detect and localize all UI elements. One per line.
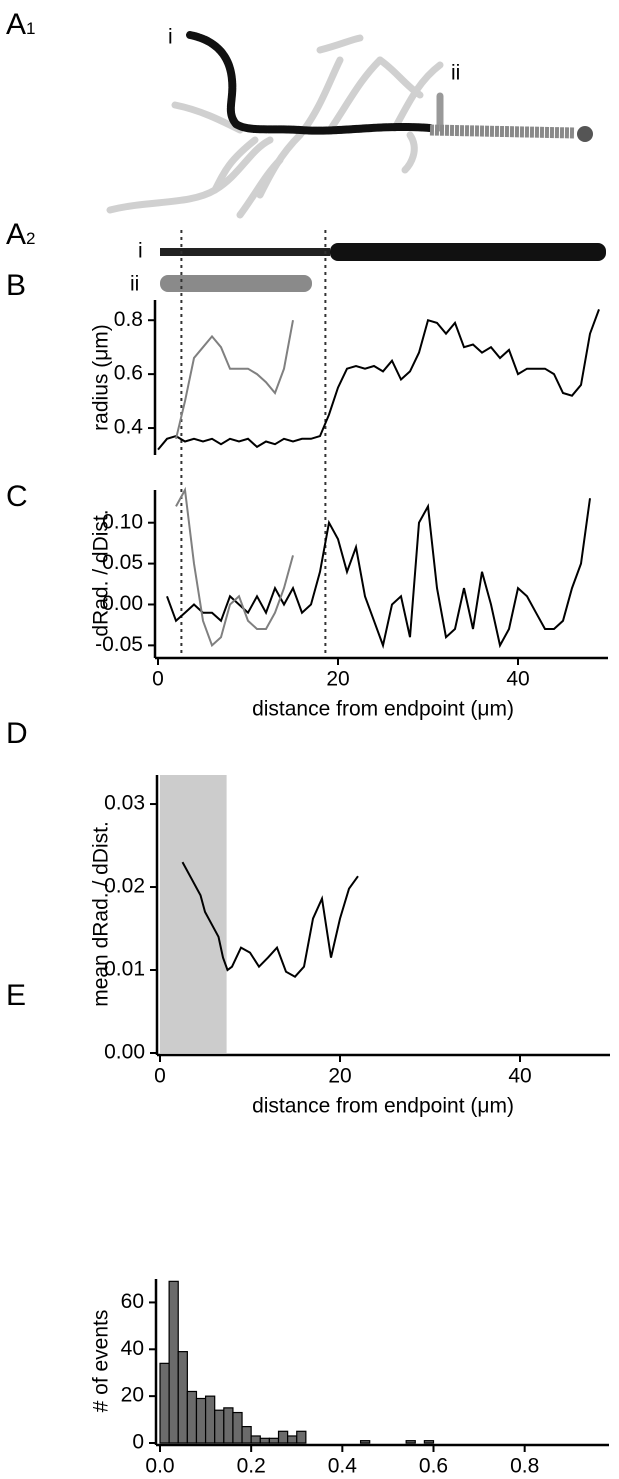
histogram-bar bbox=[287, 1435, 298, 1444]
x-tick-label: 40 bbox=[506, 668, 529, 691]
a2-strips bbox=[160, 243, 606, 292]
x-tick-label: 0.0 bbox=[145, 1455, 174, 1478]
y-tick-label: 0.4 bbox=[114, 416, 144, 439]
panel-label: D bbox=[6, 717, 28, 750]
x-tick-label: 0 bbox=[154, 1065, 166, 1088]
y-axis-label: radius (μm) bbox=[90, 324, 113, 431]
y-tick-label: 0.6 bbox=[114, 362, 143, 385]
y-tick-label: 0.00 bbox=[104, 1041, 145, 1064]
x-tick-label: 0 bbox=[152, 668, 164, 691]
histogram-bar bbox=[159, 1362, 170, 1444]
y-tick-label: 0.01 bbox=[104, 958, 145, 981]
panel-letter: A bbox=[6, 218, 26, 251]
y-tick-label: 60 bbox=[121, 1290, 144, 1313]
histogram-bar bbox=[296, 1430, 307, 1444]
x-tick-label: 40 bbox=[508, 1065, 531, 1088]
histogram-bar bbox=[259, 1437, 271, 1444]
y-tick-label: 0.00 bbox=[102, 592, 143, 615]
histogram-bar bbox=[204, 1395, 216, 1444]
y-tick-label: 0.8 bbox=[114, 308, 143, 331]
x-tick-label: 0.2 bbox=[237, 1455, 266, 1478]
histogram-bar bbox=[250, 1435, 261, 1444]
histogram-bar bbox=[405, 1440, 416, 1444]
y-tick-label: 0 bbox=[132, 1431, 144, 1454]
series-line bbox=[157, 309, 600, 451]
y-tick-label: 0.10 bbox=[102, 510, 143, 533]
panel-subscript: 2 bbox=[26, 229, 35, 248]
panel-label: A2 bbox=[6, 218, 35, 251]
series-line bbox=[175, 486, 294, 648]
branch-label: i bbox=[168, 26, 173, 49]
histogram-bar bbox=[214, 1409, 225, 1444]
histogram-bar bbox=[359, 1440, 371, 1444]
histogram-bar bbox=[268, 1437, 280, 1444]
y-tick-label: 0.02 bbox=[104, 875, 145, 898]
x-axis-label: distance from endpoint (μm) bbox=[252, 1095, 514, 1118]
histogram-bar bbox=[232, 1411, 243, 1444]
series-line bbox=[166, 498, 591, 649]
histogram-bar bbox=[423, 1440, 435, 1444]
histogram-bar bbox=[277, 1430, 289, 1444]
branch-label: ii bbox=[130, 273, 139, 296]
panel-label: C bbox=[6, 480, 28, 513]
series-line bbox=[181, 861, 359, 978]
y-tick-label: 40 bbox=[121, 1337, 144, 1360]
histogram-bar bbox=[241, 1425, 252, 1444]
histogram-bar bbox=[168, 1280, 179, 1444]
panel-label: A1 bbox=[6, 8, 35, 41]
x-tick-label: 20 bbox=[326, 668, 349, 691]
series-line bbox=[175, 320, 294, 440]
panel-letter: A bbox=[6, 8, 26, 41]
histogram-bar bbox=[186, 1390, 198, 1444]
x-tick-label: 0.6 bbox=[419, 1455, 448, 1478]
x-tick-label: 0.8 bbox=[510, 1455, 539, 1478]
histogram-bar bbox=[177, 1351, 188, 1444]
x-tick-label: 0.4 bbox=[328, 1455, 358, 1478]
y-axis-label: mean dRad. / dDist. bbox=[90, 821, 113, 1007]
panel-subscript: 1 bbox=[26, 19, 35, 38]
panel-label: B bbox=[6, 269, 26, 302]
neuron-illustration bbox=[106, 31, 606, 292]
histogram-bar bbox=[223, 1407, 234, 1444]
branch-label: ii bbox=[451, 62, 460, 85]
x-axis-label: distance from endpoint (μm) bbox=[252, 698, 514, 721]
y-tick-label: -0.05 bbox=[95, 633, 143, 656]
x-tick-label: 20 bbox=[328, 1065, 351, 1088]
y-tick-label: 20 bbox=[121, 1384, 144, 1407]
panel-label: E bbox=[6, 979, 26, 1012]
histogram-bar bbox=[195, 1397, 207, 1444]
y-axis-label: dRad. / dDist. bbox=[90, 509, 113, 636]
y-tick-label: 0.03 bbox=[104, 792, 145, 815]
branch-label: i bbox=[138, 240, 143, 263]
shaded-region bbox=[160, 775, 227, 1053]
y-tick-label: 0.05 bbox=[102, 551, 143, 574]
y-axis-label: # of events bbox=[90, 1310, 113, 1413]
